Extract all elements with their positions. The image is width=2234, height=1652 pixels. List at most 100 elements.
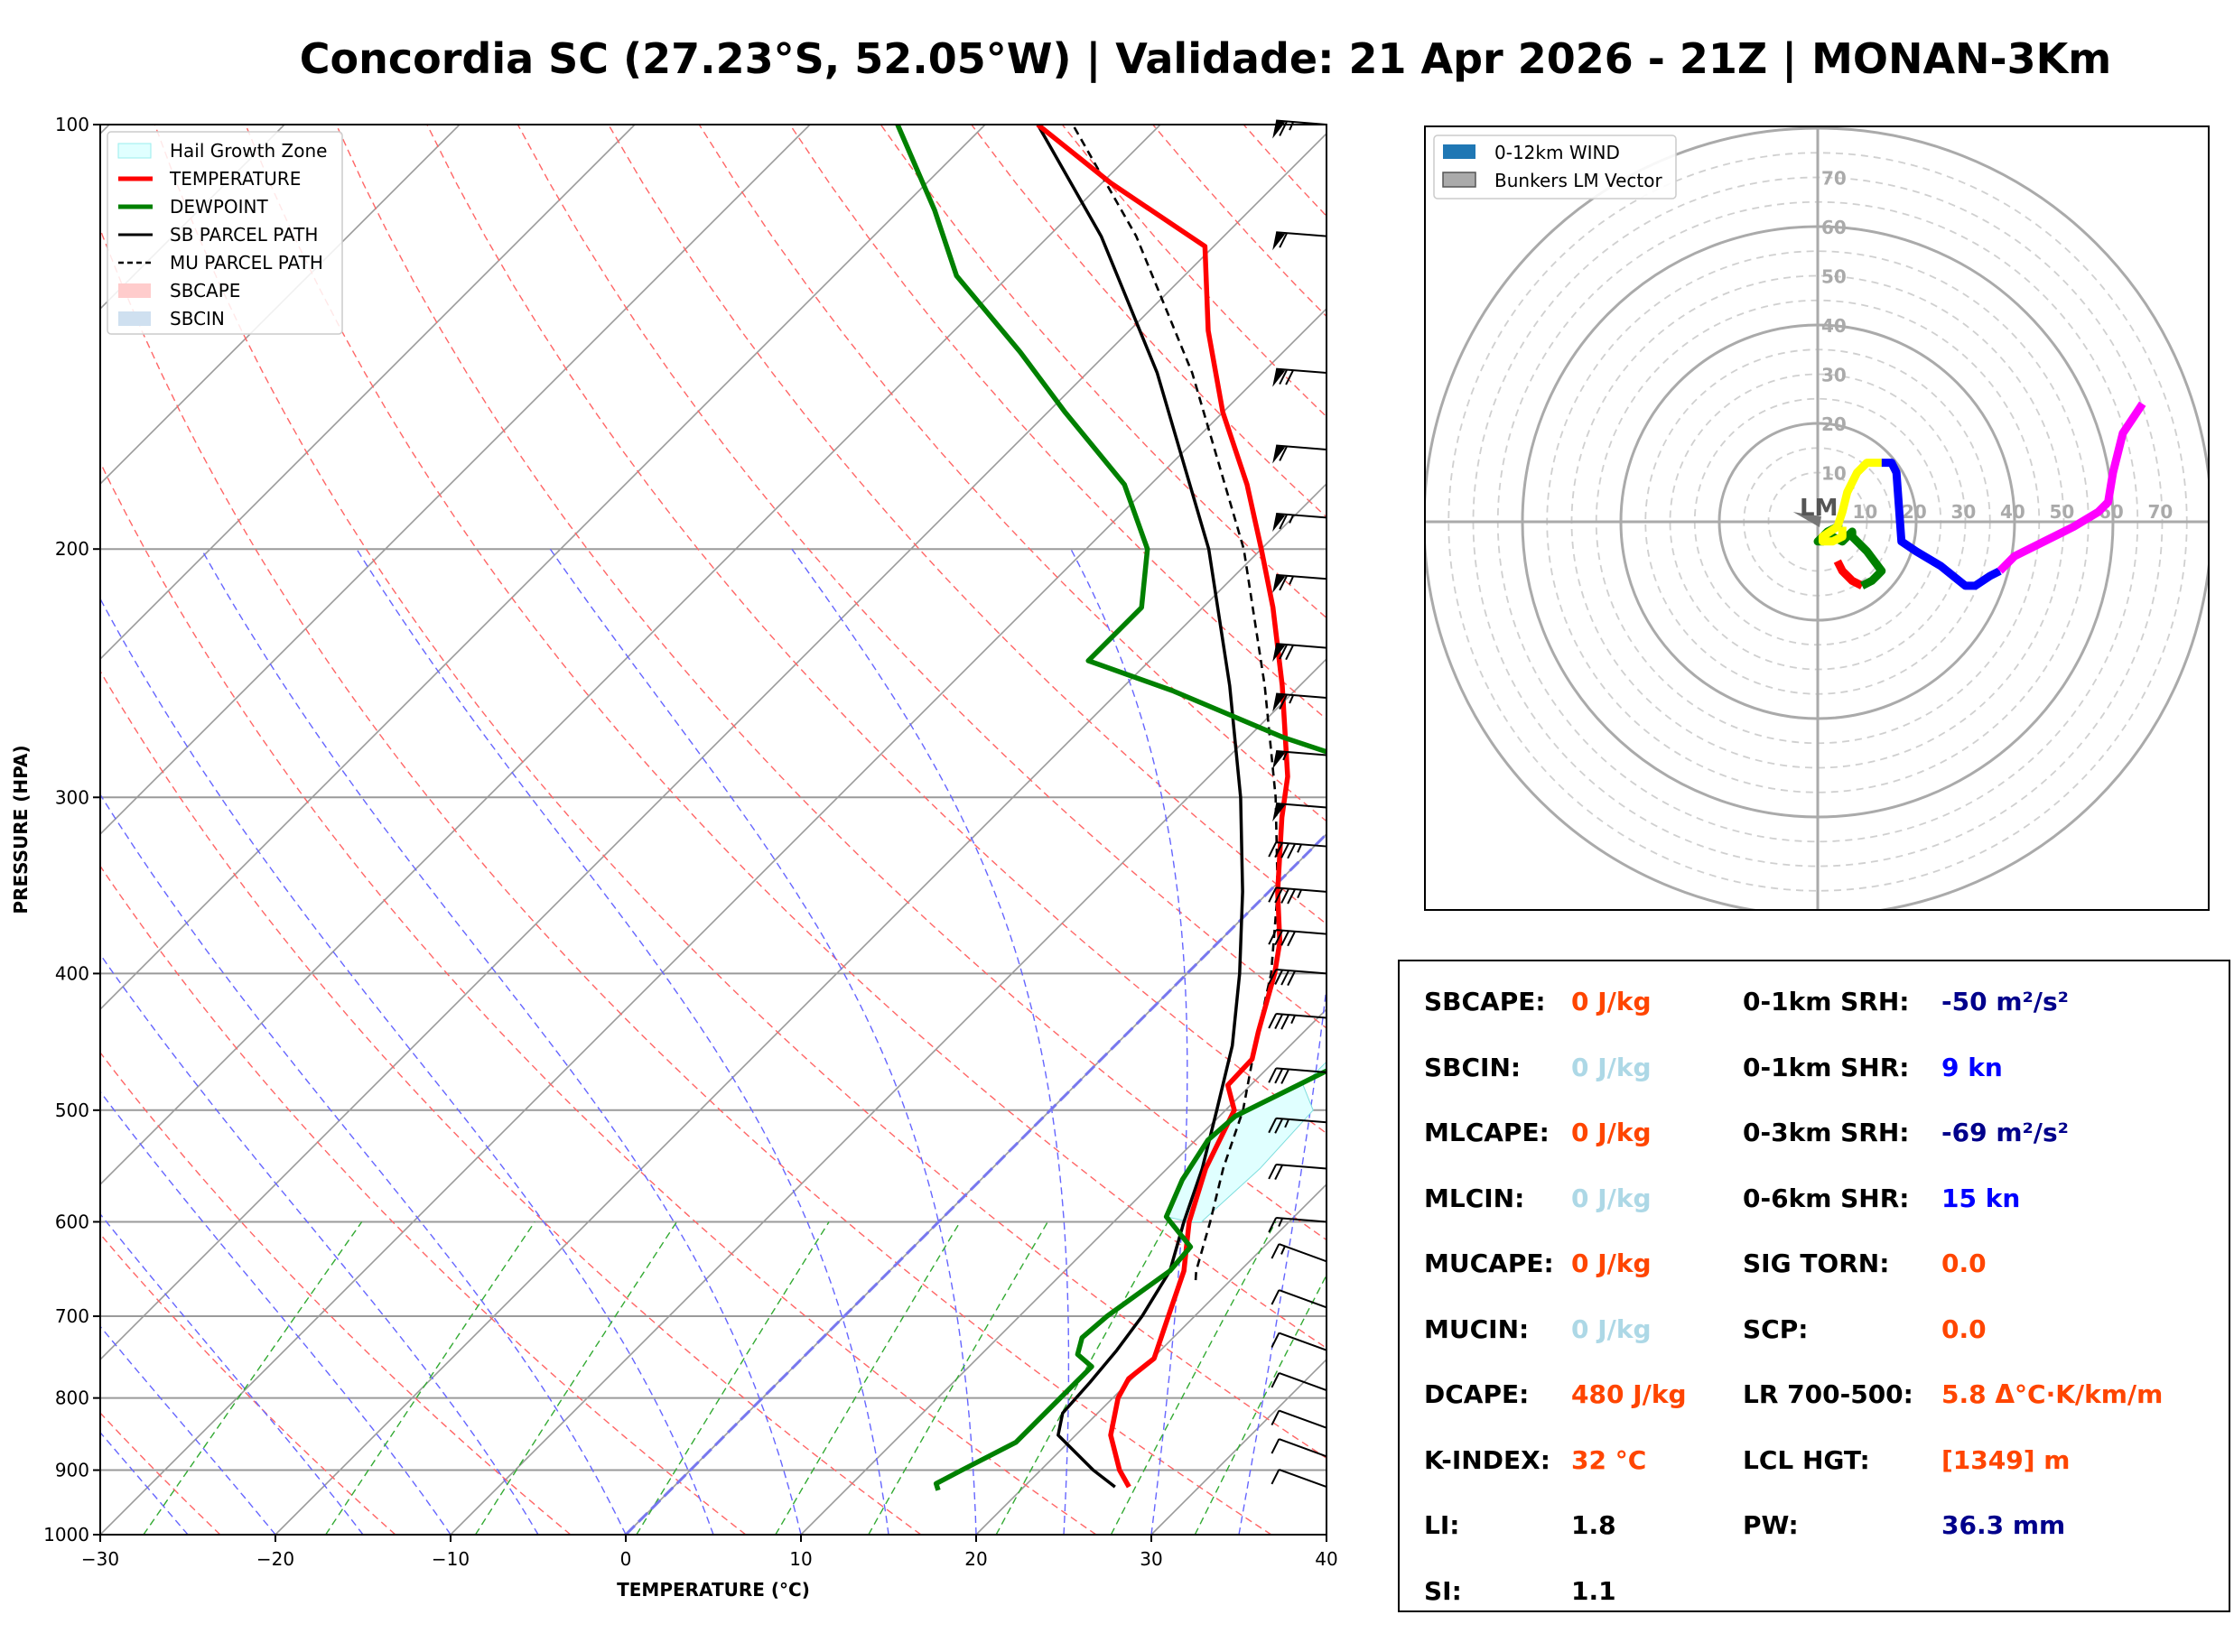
stat-value: 15 kn — [1941, 1183, 2021, 1213]
barb-flag — [1274, 887, 1284, 904]
stat-label: SCP: — [1743, 1313, 1809, 1344]
mu-parcel-path-line — [1071, 125, 1280, 1281]
x-tick-label: −30 — [81, 1548, 119, 1570]
barb-pennant — [1272, 513, 1286, 532]
barb-flag — [1271, 1410, 1280, 1425]
barb-half-flag — [1290, 1015, 1297, 1025]
barb-staff — [1276, 1117, 1327, 1124]
barb-flag — [1279, 694, 1289, 710]
barb-flag — [1287, 970, 1297, 987]
stat-label: K-INDEX: — [1424, 1444, 1550, 1475]
moist-adiabat — [100, 1091, 451, 1535]
barb-half-flag — [1289, 694, 1295, 704]
y-tick-label: 400 — [55, 962, 89, 984]
barb-pennant — [1272, 232, 1286, 251]
stat-label: SIG TORN: — [1743, 1248, 1890, 1278]
moist-adiabat — [791, 548, 1070, 1535]
y-tick-label: 1000 — [43, 1524, 89, 1545]
barb-staff — [1276, 929, 1327, 935]
stat-label: DCAPE: — [1424, 1379, 1530, 1409]
legend-label: TEMPERATURE — [169, 168, 301, 190]
moist-adiabat — [100, 1212, 364, 1535]
dry-adiabat — [154, 125, 1326, 1460]
barb-staff — [1276, 512, 1327, 519]
x-tick-label: 40 — [1315, 1548, 1337, 1570]
dry-adiabat — [245, 125, 1326, 1350]
moist-adiabat — [549, 548, 977, 1535]
wind-barb — [1271, 1332, 1327, 1351]
moist-adiabat — [100, 1431, 189, 1535]
page-title: Concordia SC (27.23°S, 52.05°W) | Valida… — [299, 34, 2112, 83]
wind-barb — [1272, 749, 1327, 769]
isotherm-line — [100, 125, 285, 311]
temperature-line — [1036, 125, 1290, 1489]
legend-label: DEWPOINT — [170, 196, 268, 218]
bunkers-arrow — [1792, 512, 1821, 527]
barb-flag — [1280, 888, 1290, 904]
mixing-ratio-line — [1110, 1221, 1277, 1535]
indices-panel: SBCAPE: 0 J/kg SBCIN: 0 J/kg MLCAPE: 0 J/kg ML… — [1398, 960, 2230, 1612]
barb-pennant — [1272, 803, 1286, 822]
barb-flag — [1268, 969, 1278, 985]
barb-staff — [1279, 1289, 1327, 1309]
barb-staff — [1276, 692, 1327, 700]
barb-flag — [1280, 842, 1290, 858]
hodograph-segment-yellow — [1819, 459, 1882, 546]
isotherm-line — [100, 125, 811, 836]
barb-flag — [1274, 1118, 1284, 1134]
x-tick-label: 0 — [620, 1548, 632, 1570]
isotherm-line — [275, 482, 1326, 1535]
dry-adiabat — [100, 227, 1272, 1535]
barb-flag — [1271, 1332, 1280, 1348]
legend-label: SBCIN — [170, 308, 225, 329]
dry-adiabat — [100, 1412, 221, 1535]
barb-flag — [1279, 644, 1289, 660]
legend-swatch-wind — [1443, 144, 1475, 159]
stat-label: 0-6km SHR: — [1743, 1183, 1910, 1213]
moist-adiabat — [356, 548, 889, 1535]
isotherm-line — [975, 1183, 1326, 1535]
wind-barb — [1272, 367, 1327, 387]
ring-label: 10 — [1853, 501, 1878, 523]
mixing-ratio-line — [1194, 1274, 1326, 1535]
ring-label: 10 — [1821, 463, 1847, 485]
stat-label: LCL HGT: — [1743, 1444, 1870, 1475]
barb-half-flag — [1280, 1246, 1286, 1255]
barb-staff — [1276, 1013, 1327, 1019]
y-axis-label: PRESSURE (HPA) — [10, 745, 32, 914]
barb-flag — [1268, 1164, 1278, 1180]
barb-staff — [1279, 1243, 1327, 1263]
dewpoint-line — [895, 125, 1326, 1491]
isotherm-line — [100, 307, 1326, 1535]
barb-staff — [1276, 1163, 1327, 1170]
stat-value: -50 m²/s² — [1941, 987, 2069, 1016]
barb-staff — [1279, 1409, 1327, 1429]
mixing-ratio-line — [775, 1221, 961, 1535]
x-tick-label: 10 — [789, 1548, 812, 1570]
wind-barb — [1272, 803, 1327, 822]
hodograph-frame — [1424, 125, 2210, 911]
wind-barb — [1271, 1468, 1327, 1489]
barb-flag — [1268, 841, 1278, 858]
barb-staff — [1276, 1217, 1327, 1223]
hodograph-segment-blue — [1881, 459, 2002, 590]
freezing-isotherm — [624, 831, 1326, 1535]
barb-staff — [1276, 573, 1327, 580]
barb-pennant — [1272, 574, 1286, 593]
stat-label: LR 700-500: — [1743, 1379, 1913, 1409]
barb-staff — [1276, 231, 1327, 237]
stat-label: 0-1km SRH: — [1743, 987, 1910, 1016]
stat-value: 0 J/kg — [1571, 1248, 1652, 1278]
wind-barb — [1268, 886, 1327, 905]
ring-label: 50 — [2050, 501, 2075, 523]
ring-label: 30 — [1821, 365, 1847, 386]
hodograph-segment-magenta — [1997, 401, 2146, 574]
ring-label: 40 — [1821, 315, 1847, 337]
wind-barb — [1272, 444, 1327, 464]
barb-pennant — [1272, 445, 1286, 464]
x-tick-label: −20 — [256, 1548, 294, 1570]
barb-half-flag — [1282, 751, 1289, 761]
barb-pennant — [1272, 750, 1286, 769]
wind-barb — [1272, 512, 1327, 532]
hodograph-legend-box — [1433, 135, 1677, 200]
